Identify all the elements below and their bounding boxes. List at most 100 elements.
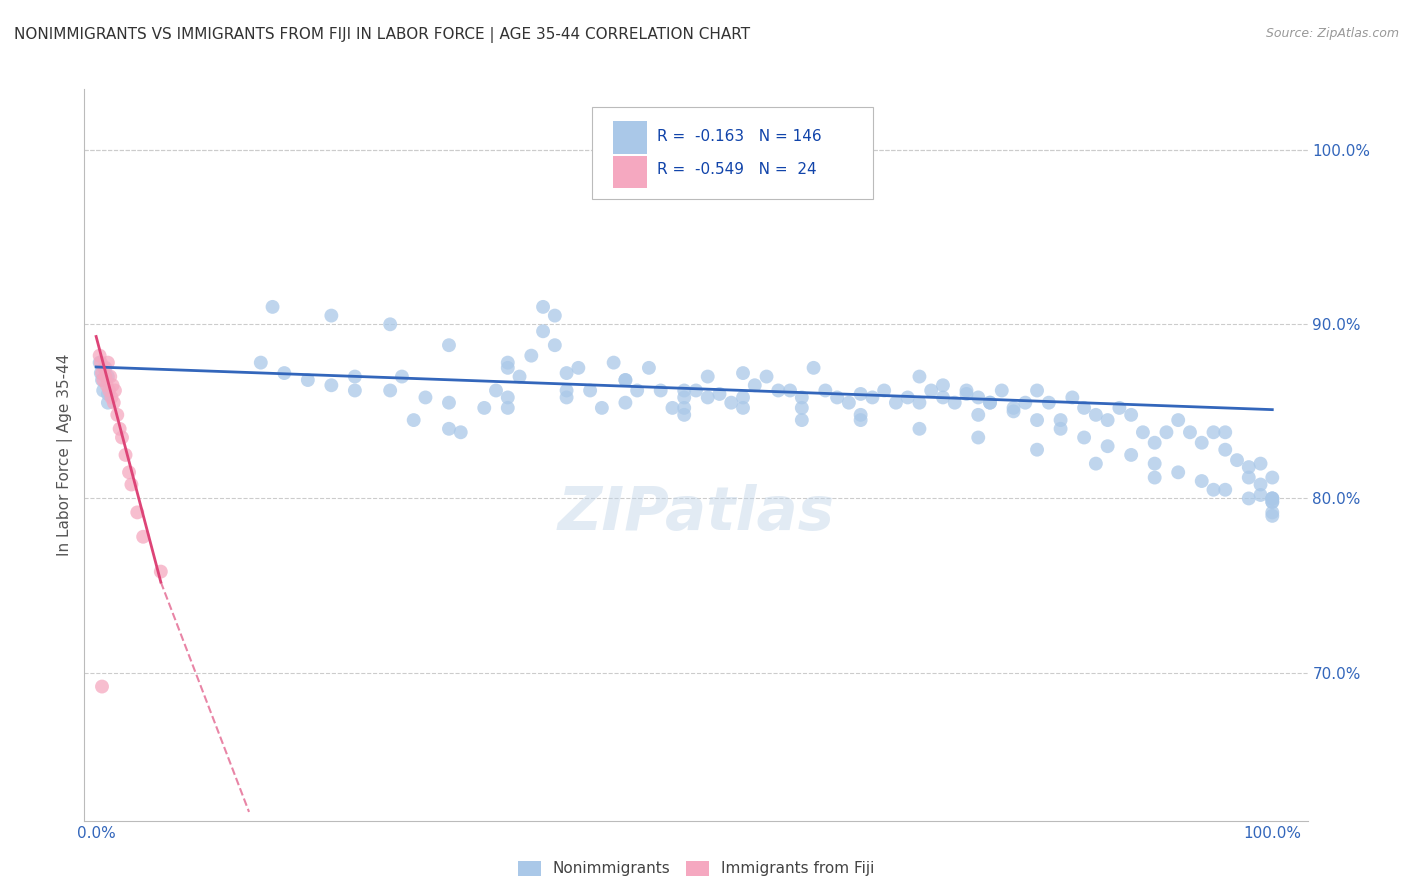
Point <box>555 384 578 398</box>
Point <box>496 360 519 375</box>
Point <box>111 430 134 444</box>
Point <box>1261 495 1284 509</box>
Point <box>591 401 613 415</box>
Point <box>100 391 122 405</box>
Point <box>1002 404 1025 418</box>
Point <box>1132 425 1154 440</box>
Point <box>1084 408 1107 422</box>
Point <box>638 360 661 375</box>
Point <box>744 378 766 392</box>
Point <box>97 395 120 409</box>
Point <box>91 680 114 694</box>
Point <box>967 391 990 405</box>
Point <box>437 395 460 409</box>
Point <box>544 309 567 323</box>
Point <box>91 373 114 387</box>
Point <box>967 430 990 444</box>
Point <box>437 338 460 352</box>
Point <box>103 395 125 409</box>
Point <box>943 395 966 409</box>
Point <box>768 384 790 398</box>
Point <box>860 391 883 405</box>
Point <box>89 349 111 363</box>
Point <box>485 384 508 398</box>
Text: NONIMMIGRANTS VS IMMIGRANTS FROM FIJI IN LABOR FORCE | AGE 35-44 CORRELATION CHA: NONIMMIGRANTS VS IMMIGRANTS FROM FIJI IN… <box>14 27 751 43</box>
Point <box>98 369 121 384</box>
Point <box>1250 488 1272 502</box>
Point <box>1073 401 1095 415</box>
Point <box>908 395 931 409</box>
Point <box>149 565 172 579</box>
Point <box>967 408 990 422</box>
Point <box>380 384 402 398</box>
Point <box>1143 457 1166 471</box>
Point <box>1084 457 1107 471</box>
Point <box>343 384 366 398</box>
Point <box>650 384 672 398</box>
Point <box>297 373 319 387</box>
Point <box>1121 408 1143 422</box>
Point <box>991 384 1014 398</box>
Point <box>437 422 460 436</box>
Point <box>1143 470 1166 484</box>
Point <box>1002 401 1025 415</box>
Point <box>1261 495 1284 509</box>
FancyBboxPatch shape <box>592 108 873 199</box>
Point <box>321 378 343 392</box>
Point <box>531 324 554 338</box>
Point <box>1250 457 1272 471</box>
Point <box>1261 470 1284 484</box>
Point <box>696 391 718 405</box>
Point <box>838 395 860 409</box>
Text: Source: ZipAtlas.com: Source: ZipAtlas.com <box>1265 27 1399 40</box>
Point <box>380 318 402 332</box>
Point <box>120 477 142 491</box>
Point <box>673 384 696 398</box>
Point <box>790 391 813 405</box>
Point <box>849 387 872 401</box>
Point <box>391 369 413 384</box>
Point <box>825 391 848 405</box>
Point <box>614 373 637 387</box>
Point <box>1191 474 1213 488</box>
Point <box>1213 425 1236 440</box>
Point <box>1261 491 1284 506</box>
Point <box>1038 395 1060 409</box>
Point <box>1237 491 1260 506</box>
Point <box>614 373 637 387</box>
Point <box>661 401 683 415</box>
Point <box>91 366 114 380</box>
Point <box>908 369 931 384</box>
Point <box>415 391 437 405</box>
Point <box>1026 384 1049 398</box>
Point <box>496 401 519 415</box>
Point <box>90 356 112 370</box>
Point <box>731 391 754 405</box>
Point <box>531 300 554 314</box>
Text: R =  -0.163   N = 146: R = -0.163 N = 146 <box>657 128 821 144</box>
Point <box>790 413 813 427</box>
Text: R =  -0.549   N =  24: R = -0.549 N = 24 <box>657 162 817 178</box>
Point <box>1062 391 1084 405</box>
Point <box>262 300 284 314</box>
Point <box>1097 439 1119 453</box>
Point <box>1156 425 1178 440</box>
Point <box>273 366 295 380</box>
Point <box>1202 483 1225 497</box>
Point <box>579 384 602 398</box>
Point <box>1073 430 1095 444</box>
Point <box>520 349 543 363</box>
Point <box>1237 460 1260 475</box>
Point <box>1121 448 1143 462</box>
Point <box>496 356 519 370</box>
Point <box>920 384 942 398</box>
Point <box>1191 435 1213 450</box>
Point <box>1213 483 1236 497</box>
Point <box>544 338 567 352</box>
Point <box>101 378 124 392</box>
Point <box>1167 413 1189 427</box>
Point <box>955 387 977 401</box>
Point <box>849 408 872 422</box>
Point <box>1213 442 1236 457</box>
Point <box>696 369 718 384</box>
